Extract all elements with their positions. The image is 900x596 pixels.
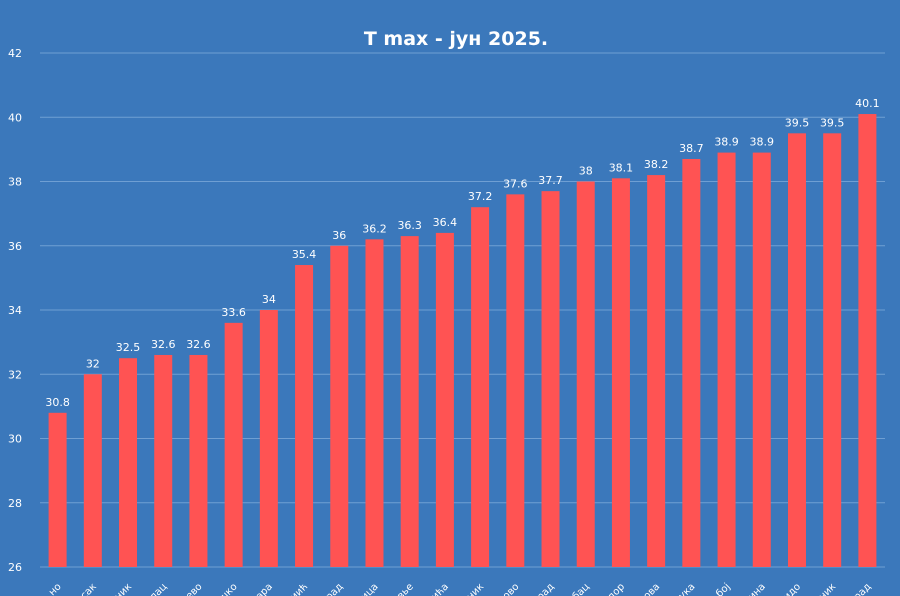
bar (154, 354, 173, 567)
y-tick-label: 32 (8, 368, 22, 381)
y-tick-label: 26 (8, 561, 22, 574)
bar (224, 322, 243, 567)
y-tick-label: 36 (8, 240, 22, 253)
bar (400, 236, 419, 568)
bar (787, 133, 806, 567)
y-tick-label: 42 (8, 47, 22, 60)
x-tick-label: ...ара (247, 581, 275, 596)
x-tick-label: ...вье (389, 581, 416, 596)
bar (506, 194, 525, 567)
x-tick-label: ...рад (317, 581, 345, 596)
x-tick-label: ...лац (141, 581, 169, 596)
bar (295, 265, 314, 567)
bar (259, 310, 278, 567)
x-tick-label: ...ник (810, 581, 838, 596)
data-label: 40.1 (855, 97, 880, 110)
x-tick-label: ...ица (352, 581, 380, 596)
bar (611, 178, 630, 567)
y-tick-label: 38 (8, 176, 22, 189)
data-label: 38.7 (679, 142, 704, 155)
x-tick-label: ...ина (740, 581, 768, 596)
data-label: 38.1 (609, 161, 634, 174)
x-tick-label: ...ник (458, 581, 486, 596)
data-label: 35.4 (292, 248, 317, 261)
bar (858, 114, 877, 567)
gridlines (40, 52, 885, 568)
data-label: 32.6 (186, 338, 211, 351)
y-tick-label: 30 (8, 433, 22, 446)
x-tick-label: ...дор (599, 581, 627, 596)
chart-title: T max - јун 2025. (364, 28, 548, 50)
bar (823, 133, 842, 567)
y-tick-label: 34 (8, 304, 22, 317)
x-tick-label: ...иић (281, 581, 310, 596)
data-label: 37.7 (538, 174, 563, 187)
data-label: 38.2 (644, 158, 669, 171)
bar (189, 354, 208, 567)
bar (83, 374, 102, 567)
bar (541, 191, 560, 567)
data-label: 37.6 (503, 177, 528, 190)
bar (330, 245, 349, 567)
bar (576, 181, 595, 567)
x-axis: ...но ...сак ...ник ...лац ...ево ...шко ...ар… (40, 581, 873, 596)
data-label: 36.2 (362, 222, 387, 235)
y-axis: 26 28 30 32 34 36 38 40 42 (8, 47, 22, 574)
bar (752, 152, 771, 567)
bar (682, 159, 701, 567)
data-label: 39.5 (785, 116, 810, 129)
data-label: 36 (332, 229, 346, 242)
x-tick-label: ...ево (177, 581, 204, 596)
data-label: 36.4 (433, 216, 458, 229)
data-label: 37.2 (468, 190, 493, 203)
data-label: 32.5 (116, 341, 141, 354)
y-tick-label: 40 (8, 111, 22, 124)
bar (119, 358, 138, 567)
bar (435, 232, 454, 567)
data-label: 34 (262, 293, 276, 306)
bar (647, 175, 666, 567)
x-tick-label: ...рад (528, 581, 556, 596)
x-tick-label: ...рад (845, 581, 873, 596)
data-labels: 30.8 32 32.5 32.6 32.6 33.6 34 35.4 36 36.2 36.3 36… (45, 97, 879, 409)
data-label: 36.3 (397, 219, 422, 232)
data-label: 39.5 (820, 116, 845, 129)
x-tick-label: ...ука (670, 581, 697, 596)
x-tick-label: ...ово (494, 581, 521, 596)
x-tick-label: ...сак (72, 581, 99, 596)
data-label: 38.9 (750, 136, 775, 149)
x-tick-label: ...ића (422, 581, 451, 596)
x-tick-label: ...ник (106, 581, 134, 596)
x-tick-label: ...ова (635, 581, 662, 596)
bar (471, 207, 490, 567)
data-label: 32 (86, 357, 100, 370)
bar (717, 152, 736, 567)
bar (365, 239, 384, 567)
x-tick-label: ...бој (707, 581, 733, 596)
data-label: 38.9 (714, 136, 739, 149)
x-tick-label: ...бац (564, 581, 592, 596)
x-tick-label: ...но (40, 581, 63, 596)
data-label: 33.6 (221, 306, 246, 319)
data-label: 30.8 (45, 396, 70, 409)
bars (48, 114, 877, 568)
data-label: 32.6 (151, 338, 176, 351)
bar (48, 412, 67, 567)
y-tick-label: 28 (8, 497, 22, 510)
data-label: 38 (579, 165, 593, 178)
x-tick-label: ...идо (775, 581, 803, 596)
x-tick-label: ...шко (210, 581, 240, 596)
